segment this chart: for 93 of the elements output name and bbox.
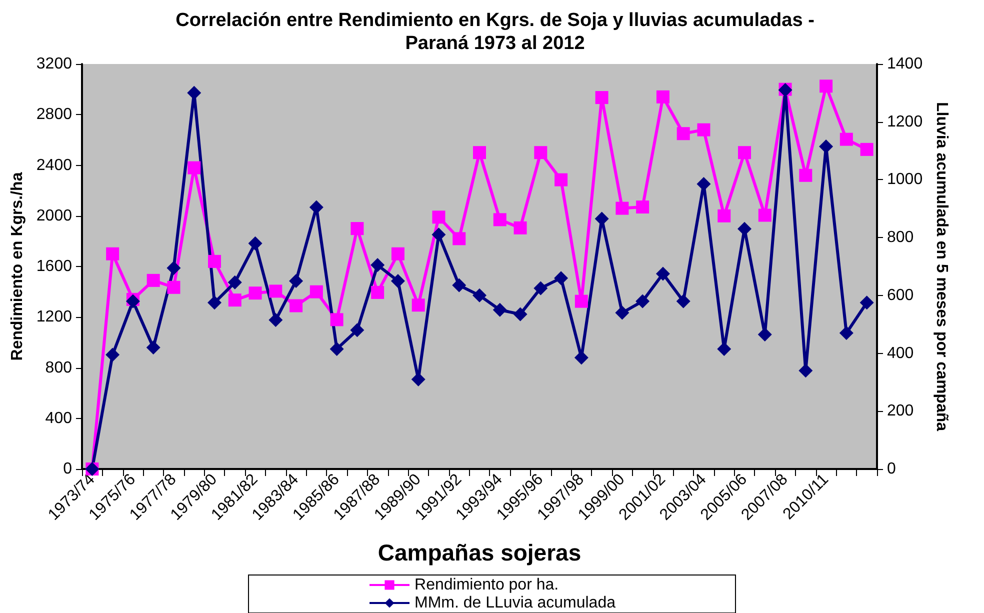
point xyxy=(636,294,650,308)
point xyxy=(350,323,364,338)
point xyxy=(594,212,609,226)
point xyxy=(350,222,364,236)
y-tick-label: 1200 xyxy=(36,308,72,326)
point xyxy=(860,142,874,156)
point xyxy=(228,275,242,290)
point xyxy=(473,146,486,160)
point xyxy=(819,139,834,154)
point xyxy=(330,342,344,356)
point xyxy=(493,213,506,226)
point xyxy=(839,326,854,340)
point xyxy=(370,258,385,272)
y-tick-label: 0 xyxy=(63,460,72,478)
y-tick-label: 3200 xyxy=(36,56,72,72)
point xyxy=(615,306,630,320)
point xyxy=(126,294,140,308)
point xyxy=(390,274,405,288)
point xyxy=(636,200,650,214)
point xyxy=(574,350,588,365)
legend-label: MMm. de LLuvia acumulada xyxy=(414,594,616,612)
point xyxy=(310,285,323,298)
y-axis-title: Rendimiento en Kgrs./ha xyxy=(9,172,26,361)
point xyxy=(452,232,466,246)
point xyxy=(554,173,568,186)
point xyxy=(514,221,527,234)
point xyxy=(146,340,160,354)
point xyxy=(798,364,813,378)
y-tick-label: 400 xyxy=(45,410,72,427)
point xyxy=(616,202,629,215)
point xyxy=(432,228,446,242)
y2-tick-label: 200 xyxy=(887,402,914,420)
y2-tick-label: 800 xyxy=(887,229,914,246)
y2-tick-label: 400 xyxy=(887,344,914,362)
point xyxy=(554,271,568,286)
y2-tick-label: 0 xyxy=(887,460,896,478)
point xyxy=(248,286,262,300)
y-tick-label: 2800 xyxy=(36,106,72,124)
y2-tick-label: 600 xyxy=(887,286,914,304)
point xyxy=(432,210,446,224)
point xyxy=(676,127,690,140)
point xyxy=(146,274,160,287)
point xyxy=(106,348,120,362)
point xyxy=(758,327,772,342)
point xyxy=(758,208,772,222)
point xyxy=(228,294,242,307)
point xyxy=(248,236,262,250)
y2-tick-label: 1400 xyxy=(887,56,923,72)
point xyxy=(268,313,283,328)
point xyxy=(208,296,222,310)
y-tick-label: 800 xyxy=(45,359,72,376)
point xyxy=(656,90,670,104)
point xyxy=(289,274,304,288)
point xyxy=(676,294,690,308)
point xyxy=(513,307,528,322)
point xyxy=(534,281,548,296)
chart-title: Correlación entre Rendimiento en Kgrs. de Soja y lluvias acumuladas - Paraná 1973 al 2012 xyxy=(176,10,814,54)
point xyxy=(697,123,710,136)
point xyxy=(208,254,221,268)
x-axis-title: Campañas sojeras xyxy=(378,540,582,566)
point xyxy=(371,286,384,299)
point xyxy=(187,86,202,100)
point xyxy=(188,161,201,174)
point xyxy=(391,247,404,260)
point xyxy=(738,146,751,160)
y2-axis-title: Lluvia acumulada en 5 meses por campaña xyxy=(932,102,950,432)
point xyxy=(309,200,324,214)
point xyxy=(574,294,588,308)
point xyxy=(799,168,812,182)
point xyxy=(718,209,731,222)
point xyxy=(534,146,548,160)
point xyxy=(106,247,120,260)
y-tick-label: 2000 xyxy=(36,207,72,224)
point xyxy=(452,278,466,292)
point xyxy=(738,222,752,236)
y2-tick-label: 1200 xyxy=(887,113,923,130)
point xyxy=(472,288,486,302)
y-tick-label: 2400 xyxy=(36,156,72,174)
point xyxy=(492,302,507,317)
point xyxy=(167,280,180,294)
point xyxy=(290,299,303,312)
point xyxy=(166,260,181,275)
point xyxy=(656,266,670,281)
point xyxy=(269,284,282,298)
point xyxy=(840,132,853,146)
point xyxy=(820,80,833,93)
y-tick-label: 1600 xyxy=(36,258,72,275)
y2-tick-label: 1000 xyxy=(887,171,923,188)
point xyxy=(860,296,874,310)
point xyxy=(412,298,425,312)
point xyxy=(330,313,344,326)
point xyxy=(595,91,608,104)
legend-label: Rendimiento por ha. xyxy=(414,576,559,594)
